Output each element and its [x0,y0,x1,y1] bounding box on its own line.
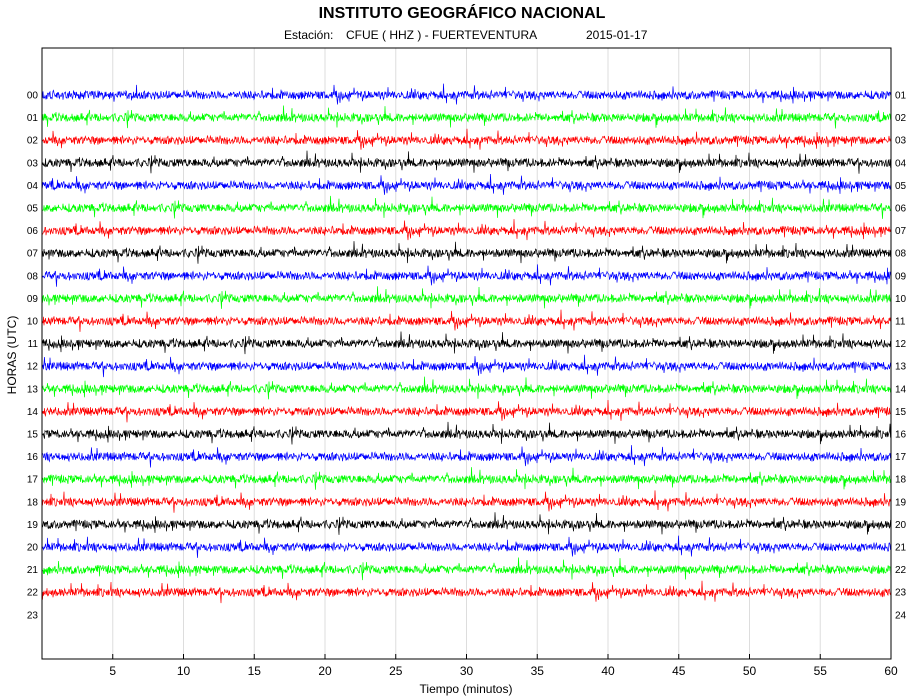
hour-label-right: 23 [895,588,907,599]
seismogram-traces [41,83,892,604]
x-tick-label: 10 [177,664,191,678]
x-tick-label: 5 [109,664,116,678]
hour-label-right: 19 [895,497,907,508]
hour-label-right: 03 [895,136,907,147]
hour-label-left: 17 [27,475,39,486]
hour-label-left: 05 [27,204,39,215]
trace-hour-18 [41,490,892,513]
x-tick-label: 20 [318,664,332,678]
trace-hour-21 [41,557,892,581]
hour-label-left: 16 [27,452,39,463]
hour-label-left: 13 [27,384,39,395]
hour-label-left: 09 [27,294,39,305]
hour-label-left: 15 [27,430,39,441]
trace-hour-03 [41,150,892,174]
trace-hour-14 [41,399,892,423]
hour-label-right: 01 [895,91,907,102]
x-tick-label: 45 [672,664,686,678]
trace-hour-11 [41,331,892,355]
hour-label-left: 19 [27,520,39,531]
x-tick-label: 35 [531,664,545,678]
x-tick-label: 40 [601,664,615,678]
hour-label-right: 13 [895,362,907,373]
hour-label-left: 20 [27,543,39,554]
trace-hour-06 [41,219,892,241]
hour-label-left: 14 [27,407,39,418]
trace-hour-00 [41,83,892,105]
x-tick-label: 50 [743,664,757,678]
chart-title: INSTITUTO GEOGRÁFICO NACIONAL [319,3,606,22]
station-name: CFUE ( HHZ ) - FUERTEVENTURA [346,28,537,42]
hour-label-left: 22 [27,588,39,599]
trace-hour-05 [41,195,892,219]
trace-hour-12 [41,354,892,378]
hour-label-left: 11 [28,339,39,350]
trace-hour-02 [41,128,892,150]
hour-label-right: 11 [895,317,906,328]
chart-date: 2015-01-17 [586,28,648,42]
hour-label-left: 06 [27,226,39,237]
trace-hour-16 [41,445,892,468]
hour-label-left: 07 [27,249,39,260]
hour-label-left: 04 [27,181,39,192]
hour-label-right: 09 [895,271,907,282]
trace-hour-04 [41,173,892,195]
hour-label-right: 07 [895,226,907,237]
trace-hour-09 [41,286,892,309]
trace-hour-10 [41,309,892,332]
x-tick-label: 15 [248,664,262,678]
trace-hour-07 [41,241,892,264]
station-prefix: Estación: [284,28,333,42]
hour-label-left: 21 [27,565,39,576]
hour-label-left: 01 [27,113,39,124]
hour-label-right: 14 [895,384,907,395]
trace-hour-01 [41,105,892,129]
hour-label-right: 08 [895,249,907,260]
hour-label-right: 15 [895,407,907,418]
vertical-gridlines [112,48,821,659]
trace-hour-13 [41,376,892,400]
x-axis-label: Tiempo (minutos) [420,682,513,696]
trace-hour-17 [41,467,892,490]
hour-label-right: 12 [895,339,907,350]
trace-hour-22 [41,580,892,604]
hour-label-right: 05 [895,181,907,192]
hour-label-right: 22 [895,565,907,576]
hour-label-left: 23 [27,610,39,621]
hour-label-right: 20 [895,520,907,531]
trace-hour-19 [41,512,892,535]
hour-label-right: 06 [895,204,907,215]
hour-label-right: 16 [895,430,907,441]
hour-label-right: 10 [895,294,907,305]
hour-label-left: 18 [27,497,39,508]
hour-label-left: 12 [27,362,39,373]
hour-label-right: 18 [895,475,907,486]
hour-label-right: 24 [895,610,907,621]
hour-label-right: 17 [895,452,907,463]
hour-label-left: 03 [27,158,39,169]
trace-hour-15 [41,421,892,445]
hour-label-right: 21 [895,543,907,554]
hour-label-left: 10 [27,317,39,328]
x-axis-ticks: 5 10 15 20 25 30 35 40 45 50 55 60 [109,654,898,678]
hour-label-right: 04 [895,158,907,169]
hour-label-left: 02 [27,136,39,147]
left-hour-labels: 00 01 02 03 04 05 06 07 08 09 10 11 12 13 14 15 16 17 18 19… [27,91,39,622]
x-tick-label: 30 [460,664,474,678]
y-axis-label: HORAS (UTC) [5,316,19,395]
hour-label-left: 08 [27,271,39,282]
trace-hour-08 [41,264,892,287]
hour-label-left: 00 [27,91,39,102]
x-tick-label: 55 [814,664,828,678]
right-hour-labels: 01 02 03 04 05 06 07 08 09 10 11 12 13 14 15 16 17 18 19 20… [895,91,907,622]
hour-label-right: 02 [895,113,907,124]
trace-hour-20 [41,535,892,558]
x-tick-label: 25 [389,664,403,678]
x-tick-label: 60 [884,664,898,678]
